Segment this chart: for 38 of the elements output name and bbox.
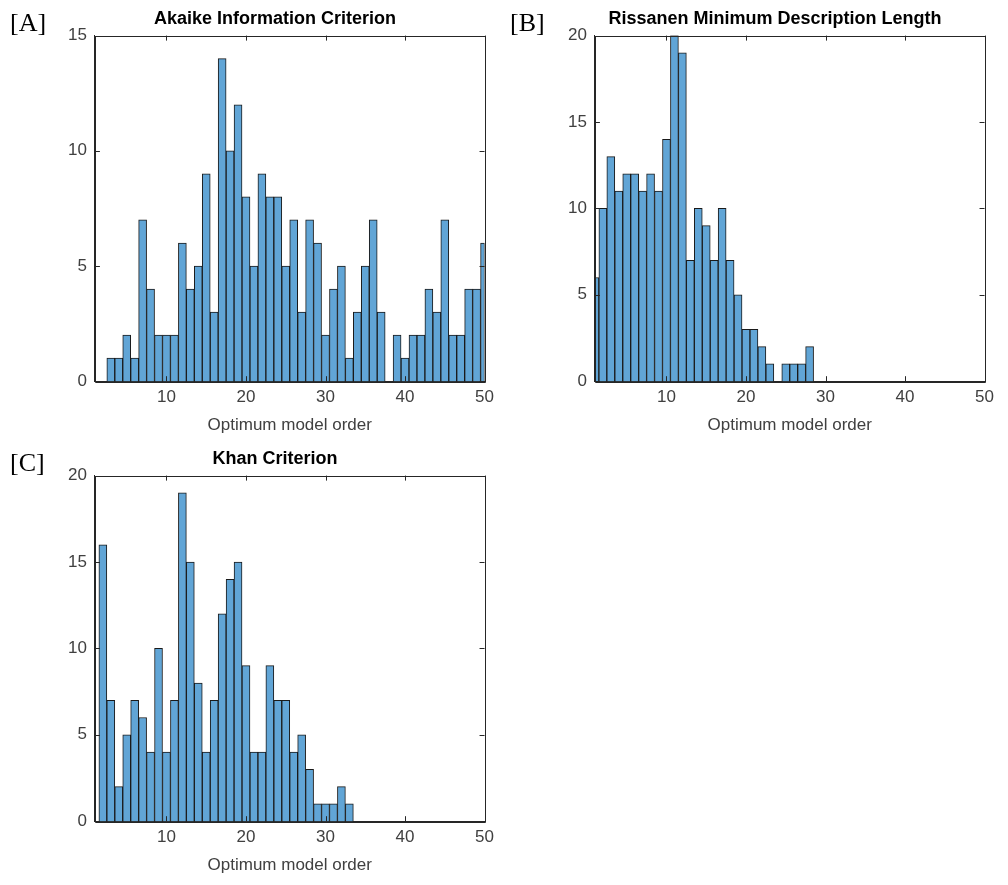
x-tick-label: 30 — [316, 387, 335, 407]
x-axis-title: Optimum model order — [207, 415, 373, 435]
chart-title: Akaike Information Criterion — [153, 7, 397, 28]
text: [A] — [10, 8, 47, 38]
x-tick-label: 40 — [395, 387, 415, 407]
y-tick-label: 10 — [567, 198, 587, 218]
x-axis-title: Optimum model order — [707, 415, 873, 435]
y-tick-label: 5 — [577, 284, 587, 304]
x-tick-label: 10 — [157, 827, 176, 847]
text: [B] — [510, 8, 545, 38]
x-tick-label: 10 — [157, 387, 176, 407]
text: [C] — [10, 448, 45, 478]
x-tick-label: 50 — [975, 387, 995, 407]
x-tick-label: 30 — [316, 827, 335, 847]
chart-title: Khan Criterion — [212, 447, 338, 468]
x-tick-label: 30 — [816, 387, 835, 407]
y-tick-label: 15 — [567, 111, 587, 131]
y-tick-label: 5 — [77, 255, 87, 275]
x-tick-label: 20 — [736, 387, 756, 407]
y-tick-label: 10 — [67, 140, 87, 160]
x-tick-label: 10 — [657, 387, 676, 407]
x-tick-label: 20 — [236, 387, 256, 407]
x-tick-label: 50 — [475, 387, 495, 407]
y-tick-label: 15 — [67, 25, 87, 45]
y-tick-label: 20 — [567, 25, 587, 45]
y-tick-label: 0 — [77, 370, 87, 390]
x-tick-label: 40 — [395, 827, 415, 847]
y-tick-label: 0 — [577, 370, 587, 390]
x-tick-label: 50 — [475, 827, 495, 847]
x-tick-label: 40 — [895, 387, 915, 407]
y-tick-label: 10 — [67, 638, 87, 658]
x-axis-title: Optimum model order — [207, 855, 373, 875]
y-tick-label: 0 — [77, 810, 87, 830]
x-tick-label: 20 — [236, 827, 256, 847]
y-tick-label: 20 — [67, 465, 87, 485]
chart-title: Rissanen Minimum Description Length — [608, 7, 942, 28]
y-tick-label: 5 — [77, 724, 87, 744]
y-tick-label: 15 — [67, 551, 87, 571]
